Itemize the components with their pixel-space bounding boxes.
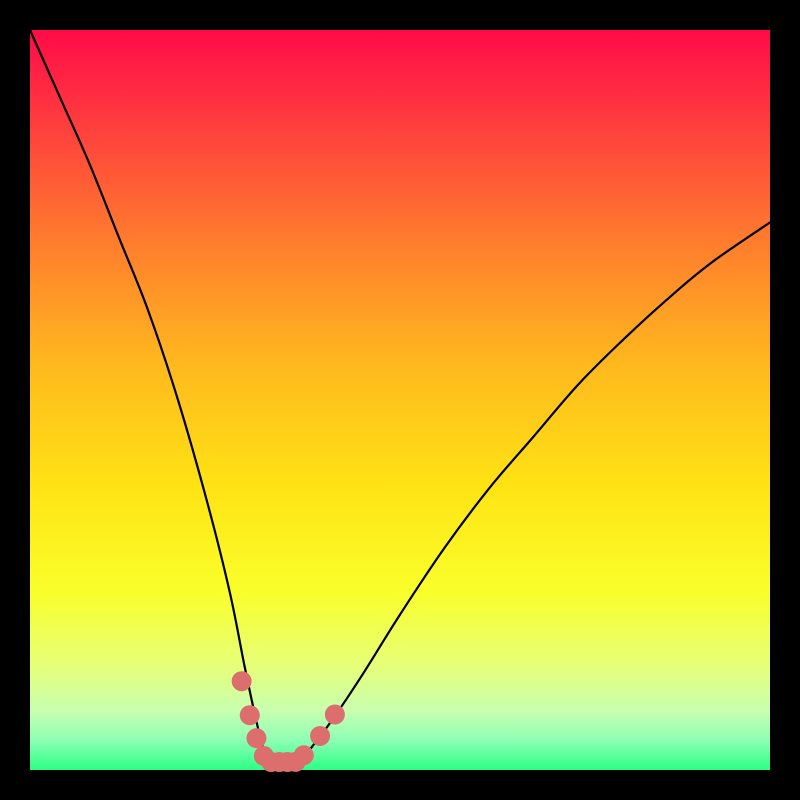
plot-gradient-bg	[30, 30, 770, 770]
chart-plot	[0, 0, 800, 800]
bead	[232, 671, 252, 691]
bead	[325, 705, 345, 725]
bead	[310, 726, 330, 746]
bead	[294, 745, 314, 765]
chart-canvas: TheBottleneck.com	[0, 0, 800, 800]
bead	[240, 705, 260, 725]
bead	[246, 728, 266, 748]
